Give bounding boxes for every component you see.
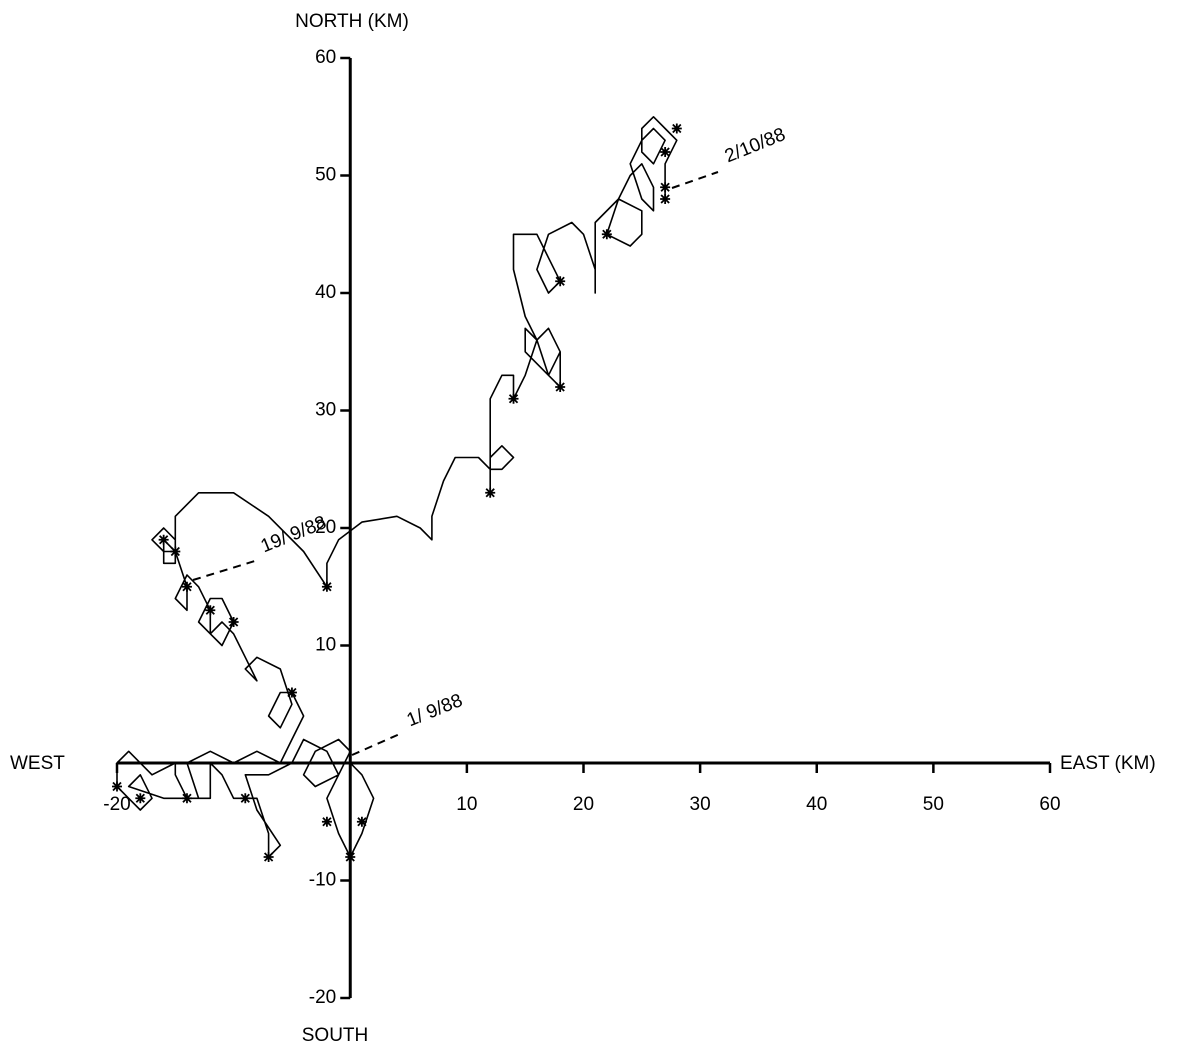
annotation: 2/10/88: [722, 124, 789, 167]
star-marker: [158, 534, 169, 545]
annotation: 19/ 9/88: [258, 512, 330, 557]
star-marker: [228, 617, 239, 627]
star-marker: [660, 147, 671, 157]
x-axis-label-east: EAST (KM): [1060, 753, 1156, 774]
trajectory: [116, 116, 678, 858]
y-tick-label: 60: [315, 47, 336, 68]
x-tick-label: 60: [1039, 794, 1060, 815]
star-marker: [205, 605, 216, 616]
x-tick-label: 30: [690, 794, 711, 815]
star-marker: [356, 816, 367, 827]
x-tick-label: 10: [456, 794, 477, 815]
annotation-leader: [351, 732, 403, 756]
y-tick-label: 20: [315, 517, 336, 538]
star-marker: [345, 852, 356, 862]
star-marker: [321, 816, 332, 827]
star-marker: [321, 581, 332, 592]
star-marker: [286, 687, 297, 698]
star-marker: [485, 487, 496, 498]
x-tick-label: 40: [806, 794, 827, 815]
y-axis-label-south: SOUTH: [302, 1025, 369, 1046]
star-marker: [170, 546, 181, 557]
star-marker: [671, 123, 682, 134]
y-tick-label: -10: [309, 870, 336, 891]
y-tick-label: 40: [315, 282, 336, 303]
star-marker: [263, 852, 274, 862]
star-marker: [181, 581, 192, 592]
star-marker: [601, 229, 612, 240]
star-marker: [555, 382, 566, 392]
star-marker: [112, 781, 122, 792]
y-axis-label-north: NORTH (KM): [295, 11, 409, 32]
x-axis-label-west: WEST: [10, 753, 65, 774]
annotation-leader: [671, 171, 719, 189]
star-marker: [240, 793, 251, 804]
x-tick-label: 20: [573, 794, 594, 815]
star-marker: [555, 276, 566, 287]
x-tick-label: -20: [103, 794, 130, 815]
annotation-leader: [192, 559, 259, 581]
star-marker: [660, 182, 671, 193]
star-marker: [135, 793, 146, 804]
y-tick-label: 50: [315, 165, 336, 186]
y-tick-label: 30: [315, 400, 336, 421]
star-marker: [508, 393, 519, 404]
y-tick-label: 10: [315, 635, 336, 656]
star-marker: [660, 194, 671, 204]
annotation: 1/ 9/88: [404, 690, 466, 731]
y-tick-label: -20: [309, 987, 336, 1008]
x-tick-label: 50: [923, 794, 944, 815]
star-marker: [181, 793, 192, 804]
